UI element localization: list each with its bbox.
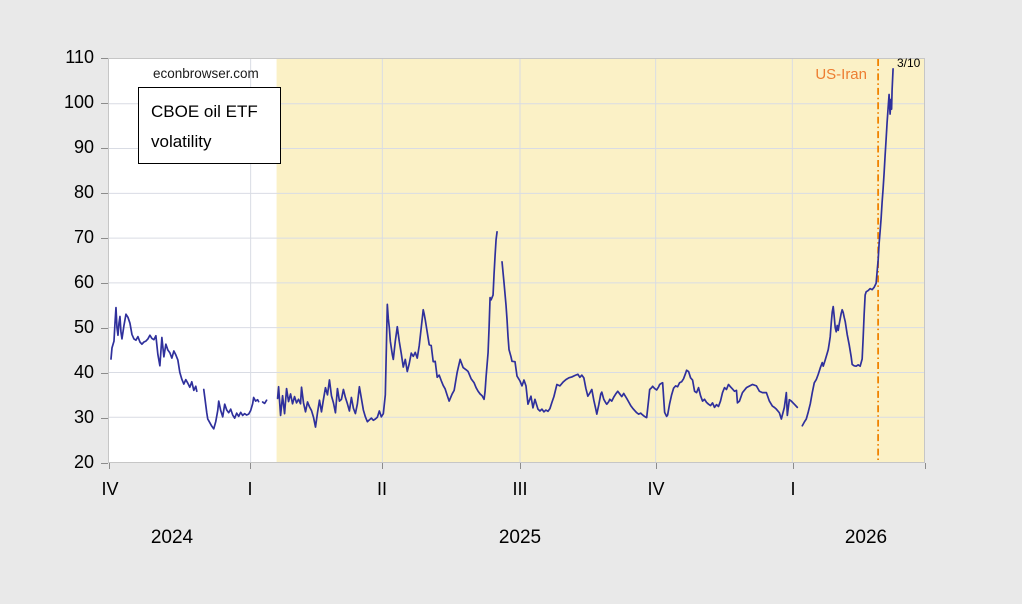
y-tick-label: 20 <box>73 452 94 472</box>
x-tick-mark <box>656 463 657 469</box>
x-tick-mark <box>925 463 926 469</box>
y-tick-mark <box>101 418 108 419</box>
x-tick-mark <box>109 463 110 469</box>
y-tick-mark <box>101 238 108 239</box>
y-tick-mark <box>101 103 108 104</box>
volatility-series-segment <box>261 399 268 405</box>
x-quarter-label: IV <box>101 479 119 499</box>
volatility-series-segment <box>202 388 260 430</box>
y-tick-mark <box>101 463 108 464</box>
y-tick-label: 60 <box>73 272 94 292</box>
x-tick-mark <box>382 463 383 469</box>
volatility-series-segment <box>110 306 198 393</box>
shaded-region <box>276 59 924 462</box>
y-tick-label: 100 <box>63 92 94 112</box>
last-point-date-label: 3/10 <box>897 56 921 70</box>
volatility-series-segment <box>501 260 799 420</box>
y-tick-mark <box>101 283 108 284</box>
x-tick-mark <box>520 463 521 469</box>
y-tick-label: 30 <box>73 407 94 427</box>
y-tick-mark <box>101 58 108 59</box>
y-tick-label: 110 <box>65 47 94 67</box>
y-tick-mark <box>101 193 108 194</box>
x-year-label: 2026 <box>844 527 888 548</box>
y-tick-label: 80 <box>73 182 94 202</box>
x-quarter-label: I <box>247 479 253 499</box>
x-year-label: 2025 <box>498 527 542 548</box>
x-quarter-label: III <box>512 479 528 499</box>
y-tick-mark <box>101 328 108 329</box>
y-tick-label: 50 <box>73 317 94 337</box>
series-label-line1: CBOE oil ETF <box>151 102 258 121</box>
x-quarter-label: II <box>376 479 387 499</box>
volatility-line-chart <box>109 59 924 462</box>
x-tick-mark <box>793 463 794 469</box>
watermark-text: econbrowser.com <box>153 66 259 81</box>
y-tick-label: 90 <box>73 137 94 157</box>
volatility-series-segment <box>276 230 498 428</box>
series-label-line2: volatility <box>151 132 212 151</box>
x-quarter-label: IV <box>647 479 665 499</box>
plot-area: econbrowser.com CBOE oil ETF volatility … <box>108 56 925 463</box>
event-line-label: US-Iran <box>815 66 867 83</box>
x-year-label: 2024 <box>150 527 194 548</box>
x-tick-mark <box>250 463 251 469</box>
y-tick-label: 40 <box>73 362 94 382</box>
volatility-series-segment <box>801 68 894 427</box>
y-tick-label: 70 <box>73 227 94 247</box>
y-tick-mark <box>101 373 108 374</box>
y-tick-mark <box>101 148 108 149</box>
x-quarter-label: I <box>790 479 796 499</box>
series-label-box: CBOE oil ETF volatility <box>138 87 281 164</box>
